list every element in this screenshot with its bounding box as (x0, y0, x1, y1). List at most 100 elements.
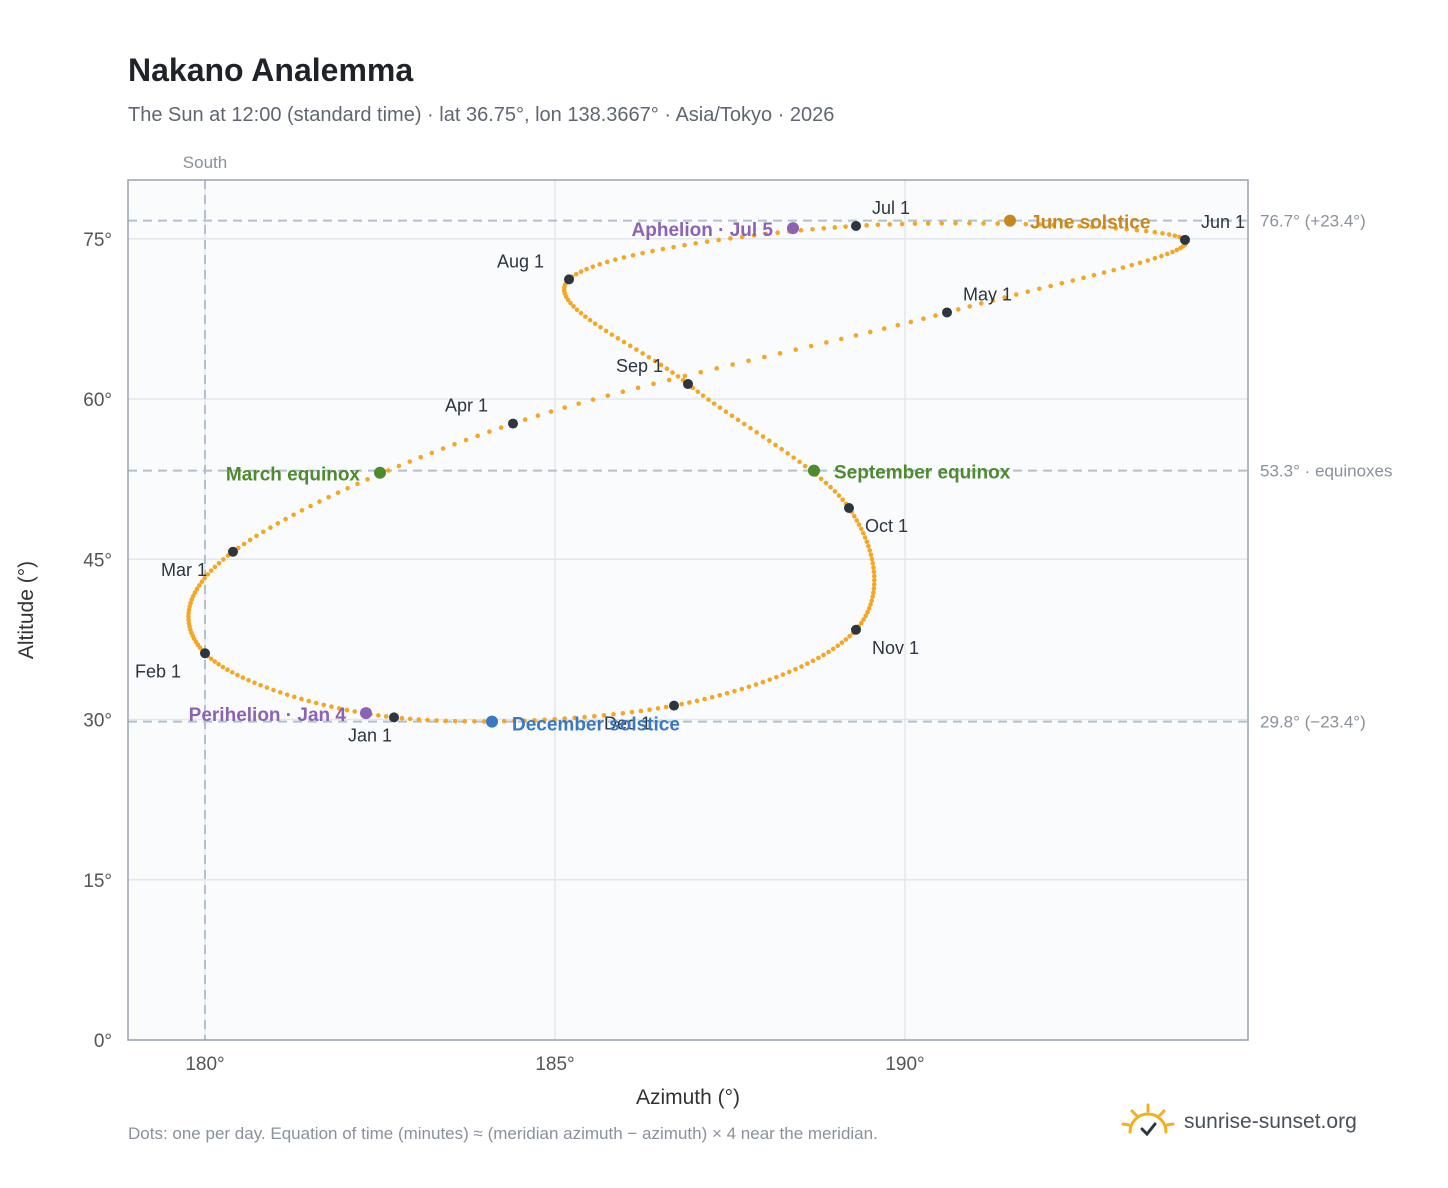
daily-dot (481, 719, 487, 724)
daily-dot (724, 690, 730, 696)
daily-dot (194, 586, 200, 592)
daily-dot (613, 257, 618, 262)
page-title: Nakano Analemma (128, 52, 414, 88)
month-label: May 1 (963, 284, 1012, 304)
daily-dot (578, 269, 584, 274)
daily-dot (498, 425, 504, 430)
daily-dot (939, 221, 945, 226)
daily-dot (578, 310, 584, 316)
daily-dot (860, 530, 866, 536)
x-tick-label: 180° (185, 1054, 224, 1075)
daily-dot (805, 661, 810, 666)
daily-dot (235, 672, 240, 678)
daily-dot (241, 541, 247, 547)
event-label: December solstice (512, 715, 680, 736)
month-label: Nov 1 (872, 638, 919, 658)
daily-dot (202, 575, 207, 581)
daily-dot (462, 719, 467, 724)
footnote: Dots: one per day. Equation of time (min… (128, 1124, 878, 1143)
daily-dot (655, 706, 661, 711)
daily-dot (779, 446, 784, 452)
daily-dot (620, 389, 626, 395)
daily-dot (407, 716, 413, 722)
daily-dot (698, 369, 704, 375)
daily-dot (967, 304, 973, 309)
daily-dot (670, 370, 675, 375)
daily-dot (751, 233, 757, 238)
brand[interactable]: sunrise-sunset.org (1120, 1102, 1357, 1142)
daily-dot (535, 413, 541, 418)
daily-dot (598, 324, 603, 330)
daily-dot (1137, 260, 1143, 266)
daily-dot (1070, 278, 1076, 283)
daily-dot (291, 694, 297, 700)
daily-dot (828, 484, 833, 490)
brand-name: sunrise-sunset.org (1184, 1110, 1357, 1133)
month-label: Jan 1 (348, 725, 392, 745)
month-marker (683, 379, 693, 390)
daily-dot (407, 459, 413, 464)
daily-dot (687, 700, 692, 705)
daily-dot (862, 535, 868, 540)
daily-dot (336, 706, 342, 711)
daily-dot (562, 405, 567, 410)
daily-dot (604, 259, 610, 265)
daily-dot (565, 297, 571, 303)
daily-dot (978, 301, 984, 306)
daily-dot (871, 573, 877, 579)
event-label: Aphelion · Jul 5 (632, 220, 774, 241)
month-marker (851, 624, 861, 635)
meridian-label: South (183, 153, 227, 172)
daily-dot (376, 713, 381, 718)
daily-dot (953, 220, 958, 226)
daily-dot (416, 717, 422, 722)
month-label: Jun 1 (1201, 212, 1245, 232)
daily-dot (190, 593, 196, 599)
event-marker (787, 222, 799, 235)
month-marker (669, 700, 679, 711)
daily-dot (652, 358, 658, 364)
event-marker (360, 707, 372, 720)
daily-dot (808, 343, 814, 349)
daily-dot (196, 583, 202, 588)
daily-dot (597, 262, 603, 267)
daily-dot (511, 718, 517, 724)
daily-dot (487, 429, 492, 434)
daily-dot (261, 529, 266, 535)
daily-dot (574, 307, 580, 313)
daily-dot (723, 409, 729, 414)
daily-dot (650, 248, 655, 254)
daily-dot (824, 340, 829, 345)
daily-dot (760, 679, 766, 685)
daily-dot (760, 434, 766, 439)
daily-dot (246, 677, 251, 683)
month-marker (942, 307, 952, 318)
daily-dot (208, 568, 214, 573)
daily-dot (1111, 267, 1116, 273)
daily-dot (830, 646, 836, 652)
daily-dot (568, 300, 573, 306)
event-label: June solstice (1030, 213, 1150, 234)
daily-dot (981, 221, 986, 226)
daily-dot (542, 717, 547, 723)
daily-dot (714, 366, 719, 371)
daily-dot (647, 707, 652, 713)
daily-dot (284, 692, 290, 697)
daily-dot (573, 271, 579, 277)
daily-dot (864, 223, 869, 228)
daily-dot (780, 672, 786, 677)
daily-dot (399, 715, 405, 721)
month-marker (1180, 234, 1190, 245)
daily-dot (787, 669, 792, 675)
daily-dot (853, 333, 859, 338)
daily-dot (587, 317, 593, 323)
daily-dot (774, 674, 779, 680)
daily-dot (854, 518, 860, 523)
month-marker (200, 648, 210, 659)
daily-dot (990, 298, 996, 303)
daily-dot (867, 329, 873, 335)
page-subtitle: The Sun at 12:00 (standard time) · lat 3… (128, 104, 835, 126)
daily-dot (582, 714, 587, 720)
daily-dot (658, 362, 664, 368)
daily-dot (1101, 270, 1107, 275)
